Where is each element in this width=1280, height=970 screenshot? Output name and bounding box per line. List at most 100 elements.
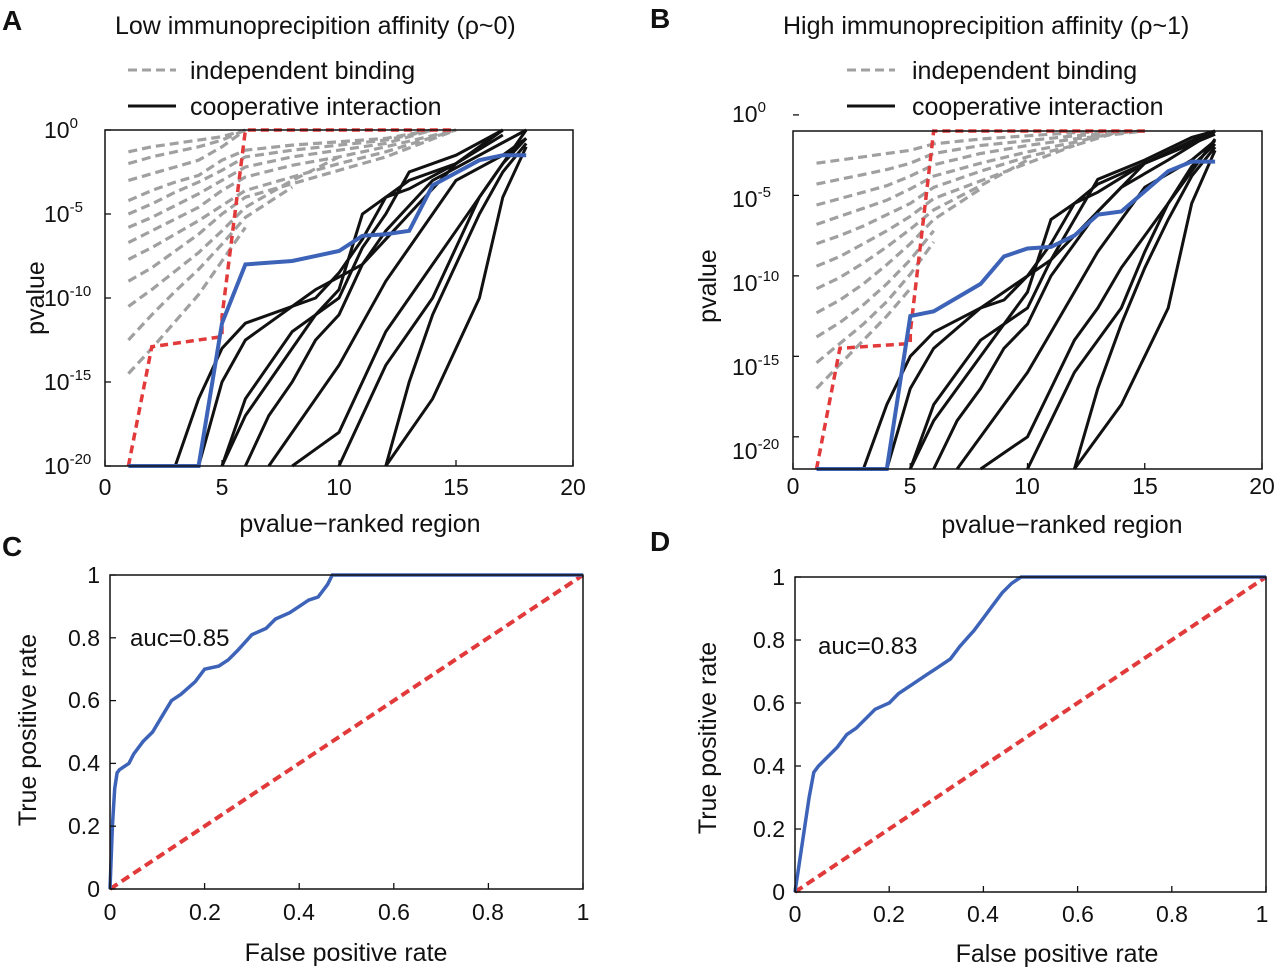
panel-d-xtick: 0.4 (967, 901, 999, 927)
panel-b-axes-frame (792, 130, 1263, 470)
panel-label-c: C (2, 531, 22, 562)
panel-c-ytick: 0.8 (68, 625, 100, 651)
panel-a-axes-frame (104, 129, 574, 467)
panel-a-cooperative-series-line (384, 146, 528, 467)
panel-b-cooperative-series-line (1073, 149, 1217, 470)
panel-a-ytick-0: 100 (44, 115, 78, 143)
panel-d-y-axis-title: True positive rate (694, 642, 722, 834)
panel-b-independent-series-line (815, 187, 982, 315)
panel-a-plot-area (104, 128, 574, 468)
panel-a-independent-series-line (127, 185, 294, 342)
panel-a-ytick-15: 10-15 (44, 367, 91, 395)
panel-a-cooperative-series-line (197, 128, 504, 467)
legend-independent-label: independent binding (912, 57, 1137, 85)
panel-d-ytick: 0.8 (753, 627, 785, 653)
panel-b: B High immunoprecipition affinity (ρ~1) … (650, 3, 1275, 539)
panel-b-independent-series-line (816, 129, 1145, 186)
panel-b-independent-series-line (815, 129, 1122, 246)
panel-d-axes-frame (794, 576, 1267, 893)
panel-b-xtick-10: 10 (1014, 473, 1040, 499)
panel-b-independent-series-line (815, 229, 935, 339)
panel-a-independent-series-line (127, 128, 457, 283)
panel-a-independent-series-line (127, 226, 247, 375)
panel-a-xtick-5: 5 (216, 474, 229, 500)
panel-a-ytick-10: 10-10 (44, 283, 91, 311)
panel-b-xtick-15: 15 (1132, 473, 1158, 499)
panel-c-y-ticks: 0 0.2 0.4 0.6 0.8 1 (68, 562, 100, 902)
panel-a-xtick-15: 15 (443, 474, 469, 500)
panel-b-xtick-20: 20 (1249, 473, 1275, 499)
panel-d-xtick: 1 (1256, 901, 1269, 927)
panel-a-ytick-5: 10-5 (44, 199, 83, 227)
panel-d-ytick: 0 (772, 879, 785, 905)
panel-a-cooperative-series-line (267, 137, 528, 467)
panel-b-ytick-20: 10-20 (732, 436, 779, 464)
panel-a-independent-series-line (127, 128, 433, 216)
panel-d-xtick: 0 (789, 901, 802, 927)
panel-b-independent-series-line (815, 144, 1075, 268)
panel-c-xtick: 0.2 (189, 899, 221, 925)
panel-label-d: D (650, 526, 670, 557)
panel-b-independent-series-line (816, 129, 1145, 165)
panel-b-plot-area (792, 114, 1263, 471)
panel-c-plot-area (108, 573, 585, 891)
panel-a-ytick-20: 10-20 (44, 451, 91, 479)
panel-d-ytick: 0.4 (753, 753, 785, 779)
legend-cooperative-label: cooperative interaction (912, 93, 1164, 121)
panel-a-xtick-0: 0 (99, 474, 112, 500)
panel-a-y-axis-title: pvalue (22, 261, 50, 335)
panel-b-title: High immunoprecipition affinity (ρ~1) (783, 12, 1189, 40)
panel-b-cooperative-series-line (908, 132, 1216, 470)
panel-c-ytick: 0.4 (68, 750, 100, 776)
panel-c-ytick: 0 (87, 876, 100, 902)
panel-d-xtick: 0.6 (1062, 901, 1094, 927)
panel-c-axes-frame (109, 574, 584, 890)
panel-b-cooperative-series-line (1026, 142, 1217, 470)
panel-b-independent-series-line (815, 129, 1122, 226)
panel-label-a: A (2, 5, 22, 36)
panel-c-xtick: 0.8 (472, 899, 504, 925)
panel-b-ytick-0: 100 (732, 99, 766, 127)
panel-b-cooperative-series-line (1072, 146, 1217, 470)
panel-b-ytick-5: 10-5 (732, 184, 771, 212)
panel-a-independent-series-line (127, 128, 434, 229)
panel-c-ytick: 0.2 (68, 813, 100, 839)
panel-a-x-ticks: 0 5 10 15 20 (99, 474, 586, 500)
panel-a-title: Low immunoprecipition affinity (ρ~0) (115, 12, 516, 40)
panel-a-cooperative-series-line (337, 137, 528, 467)
panel-a-y-ticks: 100 10-5 10-10 10-15 10-20 (44, 115, 91, 479)
panel-a-independent-series-line (127, 128, 247, 166)
panel-c-x-axis-title: False positive rate (245, 939, 448, 967)
panel-d: D auc=0.83 0 0.2 0.4 0.6 0.8 1 0 0.2 0.4… (650, 526, 1268, 968)
panel-a-independent-series-line (127, 128, 247, 182)
panel-c-x-ticks: 0 0.2 0.4 0.6 0.8 1 (104, 899, 590, 925)
panel-a-independent-series-line (127, 128, 457, 245)
panel-a: A Low immunoprecipition affinity (ρ~0) i… (2, 5, 586, 538)
panel-label-b: B (650, 3, 670, 34)
panel-c-auc-annotation: auc=0.85 (130, 625, 229, 652)
panel-d-ytick: 1 (772, 564, 785, 590)
panel-b-independent-series-line (815, 241, 935, 365)
panel-b-x-axis-title: pvalue−ranked region (941, 511, 1182, 539)
panel-c-xtick: 0 (104, 899, 117, 925)
panel-a-x-axis-title: pvalue−ranked region (239, 510, 480, 538)
panel-d-xtick: 0.2 (873, 901, 905, 927)
panel-d-auc-annotation: auc=0.83 (818, 633, 917, 660)
panel-d-x-ticks: 0 0.2 0.4 0.6 0.8 1 (789, 901, 1269, 927)
panel-a-cooperative-series-line (244, 128, 527, 467)
panel-a-xtick-20: 20 (560, 474, 586, 500)
panel-b-ytick-15: 10-15 (732, 352, 779, 380)
panel-d-ytick: 0.2 (753, 816, 785, 842)
panel-a-independent-series-line (127, 128, 433, 203)
panel-a-cooperative-series-line (220, 128, 504, 467)
panel-b-independent-series-line (815, 158, 1029, 291)
panel-a-xtick-10: 10 (326, 474, 352, 500)
panel-c: C auc=0.85 0 0.2 0.4 0.6 0.8 1 0 0.2 0.4… (2, 531, 589, 967)
panel-d-random-diagonal (793, 575, 1268, 894)
panel-a-cooperative-series-line (220, 133, 504, 467)
panel-c-y-axis-title: True positive rate (14, 634, 42, 826)
panel-d-ytick: 0.6 (753, 690, 785, 716)
panel-b-cooperative-series-line (908, 129, 1216, 470)
panel-c-xtick: 0.4 (283, 899, 315, 925)
